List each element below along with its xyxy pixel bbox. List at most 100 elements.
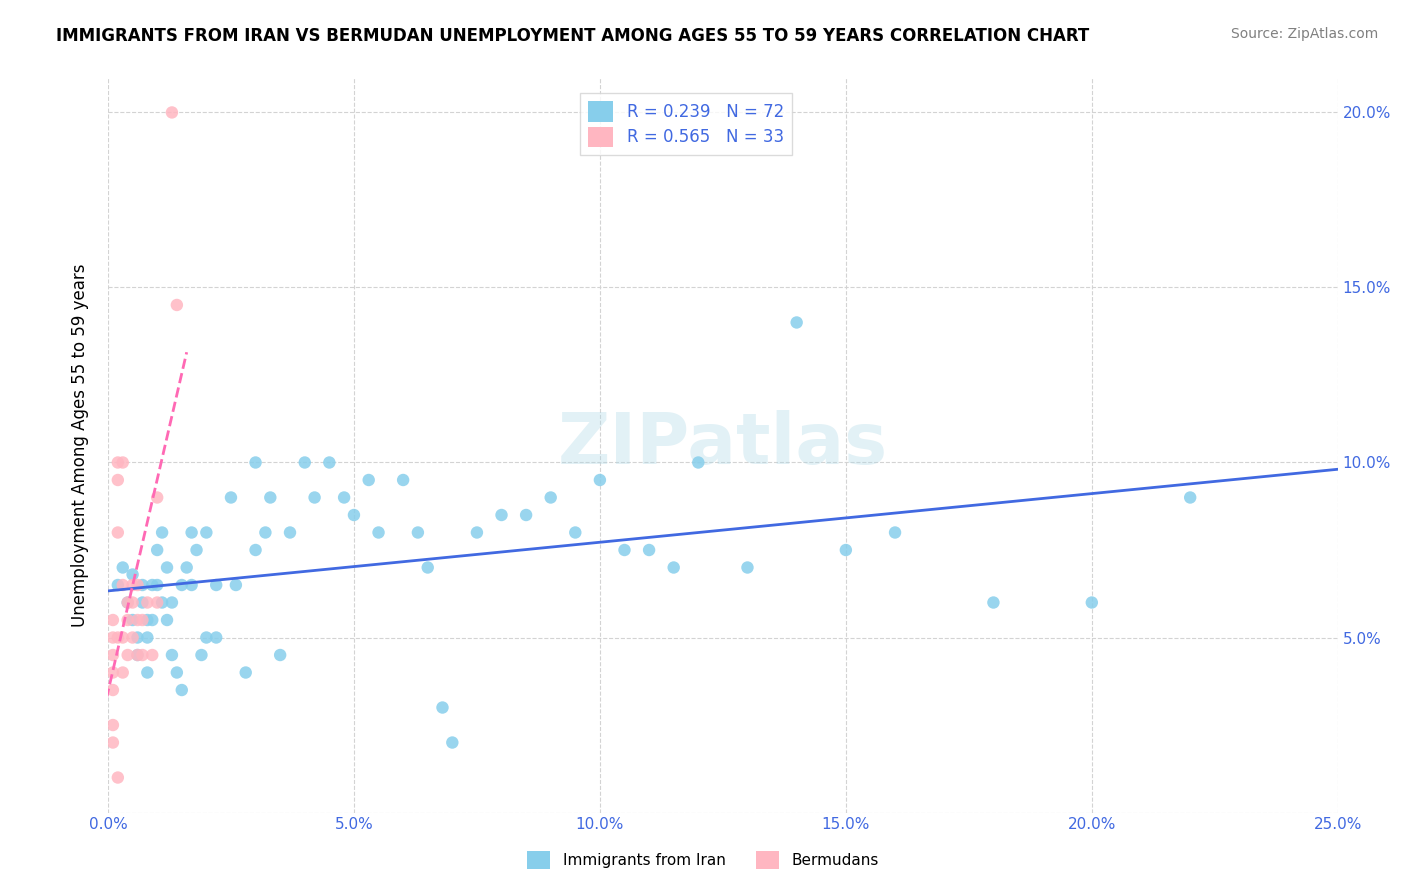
Point — [688, 455, 710, 469]
Point — [278, 525, 301, 540]
Point — [491, 508, 513, 522]
Point — [136, 595, 159, 609]
Point — [141, 648, 163, 662]
Point — [111, 665, 134, 680]
Point — [121, 631, 143, 645]
Point — [515, 508, 537, 522]
Point — [101, 648, 124, 662]
Point — [111, 560, 134, 574]
Point — [117, 613, 139, 627]
Point — [136, 631, 159, 645]
Point — [160, 648, 183, 662]
Point — [117, 648, 139, 662]
Point — [343, 508, 366, 522]
Point — [141, 613, 163, 627]
Point — [121, 595, 143, 609]
Point — [101, 665, 124, 680]
Legend: Immigrants from Iran, Bermudans: Immigrants from Iran, Bermudans — [522, 845, 884, 875]
Point — [186, 543, 208, 558]
Point — [111, 631, 134, 645]
Point — [121, 578, 143, 592]
Point — [180, 578, 202, 592]
Point — [245, 455, 267, 469]
Point — [117, 595, 139, 609]
Point — [1180, 491, 1202, 505]
Point — [166, 665, 188, 680]
Point — [170, 683, 193, 698]
Point — [170, 578, 193, 592]
Point — [1081, 595, 1104, 609]
Point — [121, 567, 143, 582]
Point — [160, 595, 183, 609]
Point — [304, 491, 326, 505]
Point — [638, 543, 661, 558]
Point — [564, 525, 586, 540]
Point — [786, 316, 808, 330]
Legend: R = 0.239   N = 72, R = 0.565   N = 33: R = 0.239 N = 72, R = 0.565 N = 33 — [579, 93, 792, 155]
Point — [176, 560, 198, 574]
Text: ZIPatlas: ZIPatlas — [558, 410, 889, 480]
Point — [101, 735, 124, 749]
Point — [111, 455, 134, 469]
Point — [367, 525, 389, 540]
Point — [101, 718, 124, 732]
Point — [589, 473, 612, 487]
Point — [205, 578, 228, 592]
Y-axis label: Unemployment Among Ages 55 to 59 years: Unemployment Among Ages 55 to 59 years — [72, 263, 89, 627]
Point — [318, 455, 340, 469]
Point — [983, 595, 1005, 609]
Point — [146, 595, 169, 609]
Point — [141, 578, 163, 592]
Point — [225, 578, 247, 592]
Point — [235, 665, 257, 680]
Point — [884, 525, 907, 540]
Point — [357, 473, 380, 487]
Point — [127, 648, 149, 662]
Point — [101, 683, 124, 698]
Point — [180, 525, 202, 540]
Point — [195, 631, 218, 645]
Point — [150, 525, 173, 540]
Text: IMMIGRANTS FROM IRAN VS BERMUDAN UNEMPLOYMENT AMONG AGES 55 TO 59 YEARS CORRELAT: IMMIGRANTS FROM IRAN VS BERMUDAN UNEMPLO… — [56, 27, 1090, 45]
Point — [245, 543, 267, 558]
Point — [392, 473, 415, 487]
Point — [416, 560, 439, 574]
Point — [166, 298, 188, 312]
Point — [146, 491, 169, 505]
Point — [107, 525, 129, 540]
Point — [127, 648, 149, 662]
Point — [127, 613, 149, 627]
Point — [737, 560, 759, 574]
Point — [107, 771, 129, 785]
Point — [107, 631, 129, 645]
Point — [111, 578, 134, 592]
Point — [294, 455, 316, 469]
Point — [259, 491, 281, 505]
Point — [131, 648, 153, 662]
Point — [101, 613, 124, 627]
Point — [432, 700, 454, 714]
Point — [146, 543, 169, 558]
Point — [156, 613, 179, 627]
Point — [195, 525, 218, 540]
Point — [406, 525, 429, 540]
Point — [127, 631, 149, 645]
Point — [150, 595, 173, 609]
Point — [156, 560, 179, 574]
Point — [117, 595, 139, 609]
Point — [662, 560, 685, 574]
Point — [441, 735, 464, 749]
Point — [333, 491, 356, 505]
Point — [160, 105, 183, 120]
Point — [190, 648, 212, 662]
Point — [121, 613, 143, 627]
Point — [835, 543, 858, 558]
Point — [131, 578, 153, 592]
Point — [136, 613, 159, 627]
Point — [219, 491, 242, 505]
Point — [146, 578, 169, 592]
Point — [269, 648, 291, 662]
Point — [107, 455, 129, 469]
Point — [107, 473, 129, 487]
Point — [613, 543, 636, 558]
